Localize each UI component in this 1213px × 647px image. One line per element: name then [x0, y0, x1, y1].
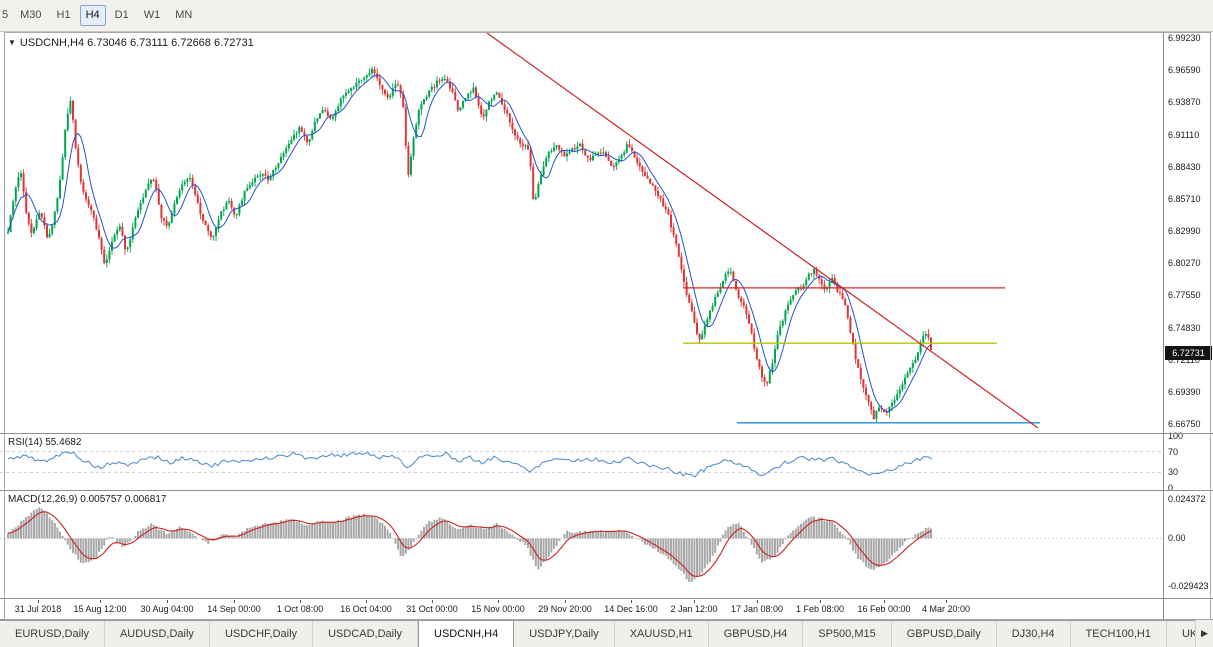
time-axis-label: 15 Aug 12:00	[73, 604, 127, 614]
time-axis-label: 30 Aug 04:00	[140, 604, 194, 614]
time-axis-label: 1 Oct 08:00	[276, 604, 324, 614]
time-axis-label: 17 Jan 08:00	[730, 604, 784, 614]
time-axis-label: 31 Oct 00:00	[406, 604, 458, 614]
price-axis-label: 6.99230	[1168, 33, 1201, 43]
chart-title-text: USDCNH,H4 6.73046 6.73111 6.72668 6.7273…	[19, 37, 254, 49]
price-axis-label: 6.85710	[1168, 193, 1201, 204]
time-axis-tick	[366, 600, 367, 603]
time-axis-tick	[694, 600, 695, 603]
time-axis-label: 16 Oct 04:00	[340, 604, 392, 614]
rsi-level-label: 100	[1168, 431, 1184, 441]
tab-scroll-right-button[interactable]: ▶	[1195, 620, 1213, 647]
chart-tab-bar: EURUSD,Daily AUDUSD,Daily USDCHF,Daily USDC…	[0, 620, 1213, 647]
rsi-level-label: 0	[1168, 483, 1174, 493]
price-axis-label: 6.93870	[1168, 97, 1201, 108]
current-price-tag: 6.72731	[1165, 345, 1212, 360]
timeframe-button-mn[interactable]: MN	[175, 9, 193, 21]
chart-tab-gbpusd-daily[interactable]: GBPUSD,Daily	[892, 621, 997, 647]
price-axis-label: 6.69390	[1168, 386, 1201, 397]
time-axis-tick	[234, 600, 235, 603]
macd-level-label: -0.029423	[1168, 581, 1209, 591]
panel-separator	[0, 598, 1213, 599]
timeframe-button-5[interactable]: 5	[2, 9, 9, 21]
price-axis[interactable]: 6.72731 6.99230 6.96590 6.93870 6.91110 6.88…	[1163, 33, 1213, 619]
time-axis-tick	[100, 600, 101, 603]
time-axis-tick	[432, 600, 433, 603]
time-axis-label: 14 Dec 16:00	[604, 604, 658, 614]
chart-tab-usdjpy-daily[interactable]: USDJPY,Daily	[514, 621, 615, 647]
timeframe-toolbar: 5 M30 H1 H4 D1 W1 MN	[0, 0, 1213, 32]
chart-tab-xauusd-h1[interactable]: XAUUSD,H1	[615, 621, 709, 647]
price-axis-label: 6.80270	[1168, 258, 1201, 269]
time-axis-label: 4 Mar 20:00	[921, 604, 971, 614]
rsi-level-label: 30	[1168, 467, 1179, 478]
candlestick-chart-canvas[interactable]	[0, 33, 1163, 433]
price-axis-label: 6.82990	[1168, 226, 1201, 236]
chart-tab-usdchf-daily[interactable]: USDCHF,Daily	[210, 621, 314, 647]
macd-indicator-label: MACD(12,26,9) 0.005757 0.006817	[8, 494, 167, 505]
time-axis-tick	[946, 600, 947, 603]
time-axis-tick	[167, 600, 168, 603]
time-axis-tick	[38, 600, 39, 603]
time-axis-label: 2 Jan 12:00	[670, 604, 718, 614]
timeframe-button-h4[interactable]: H4	[79, 5, 106, 26]
price-axis-label: 6.91110	[1168, 129, 1200, 140]
macd-level-label: 0.024372	[1168, 494, 1206, 504]
price-axis-label: 6.88430	[1168, 161, 1201, 172]
rsi-panel[interactable]: RSI(14) 55.4682	[0, 435, 1163, 490]
time-axis-tick	[565, 600, 566, 603]
macd-panel[interactable]: MACD(12,26,9) 0.005757 0.006817	[0, 492, 1163, 598]
price-axis-label: 6.66750	[1168, 419, 1201, 429]
rsi-indicator-label: RSI(14) 55.4682	[8, 437, 82, 448]
time-axis-tick	[631, 600, 632, 603]
time-axis-label: 31 Jul 2018	[14, 604, 62, 614]
chart-tab-sp500-m15[interactable]: SP500,M15	[803, 621, 892, 647]
chart-tab-usdcad-daily[interactable]: USDCAD,Daily	[313, 621, 419, 647]
chart-tab-tech100-h1[interactable]: TECH100,H1	[1071, 621, 1167, 647]
chart-tab-dj30-h4[interactable]: DJ30,H4	[997, 621, 1071, 647]
main-chart-panel[interactable]: ▼ USDCNH,H4 6.73046 6.73111 6.72668 6.727…	[0, 33, 1163, 433]
timeframe-button-d1[interactable]: D1	[114, 9, 129, 21]
chart-tab-gbpusd-h4[interactable]: GBPUSD,H4	[709, 621, 804, 647]
time-axis-label: 15 Nov 00:00	[471, 604, 525, 614]
price-axis-label: 6.77550	[1168, 290, 1201, 301]
macd-level-label: 0.00	[1168, 533, 1186, 544]
time-axis-label: 1 Feb 08:00	[795, 604, 845, 614]
rsi-chart-canvas[interactable]	[0, 435, 1163, 490]
chart-tabs-strip: EURUSD,Daily AUDUSD,Daily USDCHF,Daily USDC…	[0, 621, 1213, 647]
rsi-level-label: 70	[1168, 446, 1179, 457]
time-axis-label: 16 Feb 00:00	[857, 604, 911, 614]
timeframe-button-w1[interactable]: W1	[143, 9, 161, 21]
time-axis[interactable]: 31 Jul 2018 15 Aug 12:00 30 Aug 04:00 14 Se…	[0, 600, 1163, 619]
panel-separator	[0, 619, 1213, 620]
timeframe-button-m30[interactable]: M30	[20, 9, 42, 21]
price-axis-label: 6.74830	[1168, 322, 1201, 333]
macd-chart-canvas[interactable]	[0, 492, 1163, 598]
time-axis-label: 14 Sep 00:00	[207, 604, 261, 614]
time-axis-tick	[884, 600, 885, 603]
panel-separator	[0, 490, 1213, 491]
chart-title: ▼ USDCNH,H4 6.73046 6.73111 6.72668 6.727…	[8, 37, 254, 49]
chart-tab-usdcnh-h4[interactable]: USDCNH,H4	[418, 621, 515, 647]
chart-tab-eurusd-daily[interactable]: EURUSD,Daily	[0, 621, 105, 647]
chart-marker-icon: ▼	[8, 38, 16, 47]
time-axis-tick	[300, 600, 301, 603]
price-axis-label: 6.96590	[1168, 65, 1201, 76]
chart-tab-audusd-daily[interactable]: AUDUSD,Daily	[105, 621, 210, 647]
panel-separator	[0, 433, 1213, 434]
time-axis-tick	[498, 600, 499, 603]
time-axis-tick	[757, 600, 758, 603]
time-axis-label: 29 Nov 20:00	[538, 604, 592, 614]
timeframe-button-h1[interactable]: H1	[56, 9, 71, 21]
time-axis-tick	[820, 600, 821, 603]
